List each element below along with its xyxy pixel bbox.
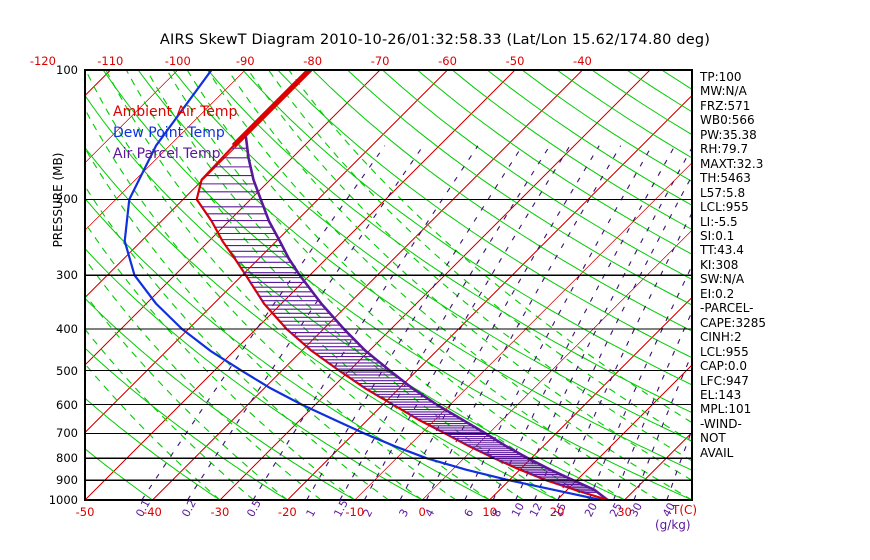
temperature-tick-label-bottom: -30 bbox=[210, 505, 230, 519]
parameter-item: TH:5463 bbox=[700, 171, 751, 186]
parameter-item: EI:0.2 bbox=[700, 286, 735, 301]
parameter-item: LCL:955 bbox=[700, 200, 749, 215]
page-title: AIRS SkewT Diagram 2010-10-26/01:32:58.3… bbox=[159, 32, 711, 48]
temperature-tick-label-top: -120 bbox=[29, 54, 56, 68]
pressure-tick-label: 400 bbox=[56, 321, 78, 336]
pressure-tick-label: 100 bbox=[56, 63, 78, 77]
parameter-item: PW:35.38 bbox=[700, 127, 757, 142]
parameter-item: AVAIL bbox=[700, 445, 734, 460]
parameter-item: CAPE:3285 bbox=[700, 315, 766, 330]
mixing-ratio-unit-label: (g/kg) bbox=[655, 518, 691, 532]
parameter-item: CAP:0.0 bbox=[700, 359, 747, 374]
parameter-item: KI:308 bbox=[700, 257, 739, 272]
temperature-tick-label-top: -90 bbox=[235, 54, 255, 68]
parameter-item: RH:79.7 bbox=[700, 142, 749, 157]
temperature-tick-label-bottom: 10 bbox=[482, 505, 497, 519]
pressure-tick-label: 600 bbox=[56, 397, 78, 412]
legend-item-ambient: Ambient Air Temp bbox=[113, 104, 238, 120]
parameter-item: EL:143 bbox=[700, 387, 742, 402]
temperature-tick-label-top: -40 bbox=[573, 54, 592, 68]
temperature-tick-label-top: -60 bbox=[438, 54, 457, 68]
parameter-item: FRZ:571 bbox=[700, 98, 751, 113]
parameter-item: NOT bbox=[700, 431, 726, 446]
temperature-tick-label-bottom: -20 bbox=[277, 505, 297, 519]
pressure-tick-label: 800 bbox=[56, 451, 78, 466]
temperature-tick-label-bottom: -50 bbox=[75, 505, 95, 519]
parameter-item: MW:N/A bbox=[700, 84, 747, 99]
temperature-tick-label-bottom: 30 bbox=[617, 505, 632, 519]
temperature-tick-label-top: -100 bbox=[164, 54, 191, 68]
parameter-item: L57:5.8 bbox=[700, 185, 746, 200]
temperature-tick-label-top: -110 bbox=[97, 54, 124, 68]
parameter-item: CINH:2 bbox=[700, 330, 742, 345]
parameter-item: TP:100 bbox=[700, 70, 742, 84]
pressure-tick-label: 700 bbox=[56, 426, 78, 441]
parameter-item: LCL:955 bbox=[700, 344, 749, 359]
pressure-tick-label: 900 bbox=[56, 473, 78, 488]
temperature-tick-label-bottom: 20 bbox=[549, 505, 565, 519]
temperature-tick-label-bottom: -10 bbox=[345, 505, 365, 519]
legend-item-parcel: Air Parcel Temp bbox=[113, 146, 221, 162]
temperature-tick-label-top: -50 bbox=[505, 54, 525, 68]
parameter-item: WB0:566 bbox=[700, 113, 755, 128]
legend-item-dewpoint: Dew Point Temp bbox=[113, 125, 225, 141]
pressure-tick-label: 300 bbox=[56, 268, 78, 283]
parameter-item: LI:-5.5 bbox=[700, 214, 738, 229]
parameter-item: MAXT:32.3 bbox=[700, 156, 764, 171]
temperature-tick-label-top: -80 bbox=[303, 54, 323, 68]
parameter-list: TP:100 MW:N/A FRZ:571 WB0:566 PW:35.38 RH:79.… bbox=[700, 70, 840, 460]
parameter-item: SW:N/A bbox=[700, 272, 745, 287]
parameter-item: -PARCEL- bbox=[700, 301, 754, 316]
temperature-tick-label-bottom: -40 bbox=[143, 505, 162, 519]
pressure-tick-label: 1000 bbox=[48, 493, 78, 507]
parameter-item: -WIND- bbox=[700, 416, 742, 431]
parameter-item: LFC:947 bbox=[700, 373, 749, 388]
temperature-unit-label: T(C) bbox=[672, 503, 698, 517]
pressure-tick-label: 500 bbox=[56, 363, 78, 378]
temperature-tick-label-top: -70 bbox=[370, 54, 390, 68]
parameter-item: MPL:101 bbox=[700, 402, 752, 417]
pressure-tick-label: 200 bbox=[56, 192, 78, 207]
parameter-item: TT:43.4 bbox=[700, 243, 744, 258]
parameter-item: SI:0.1 bbox=[700, 228, 735, 243]
temperature-tick-label-bottom: 0 bbox=[418, 505, 426, 519]
